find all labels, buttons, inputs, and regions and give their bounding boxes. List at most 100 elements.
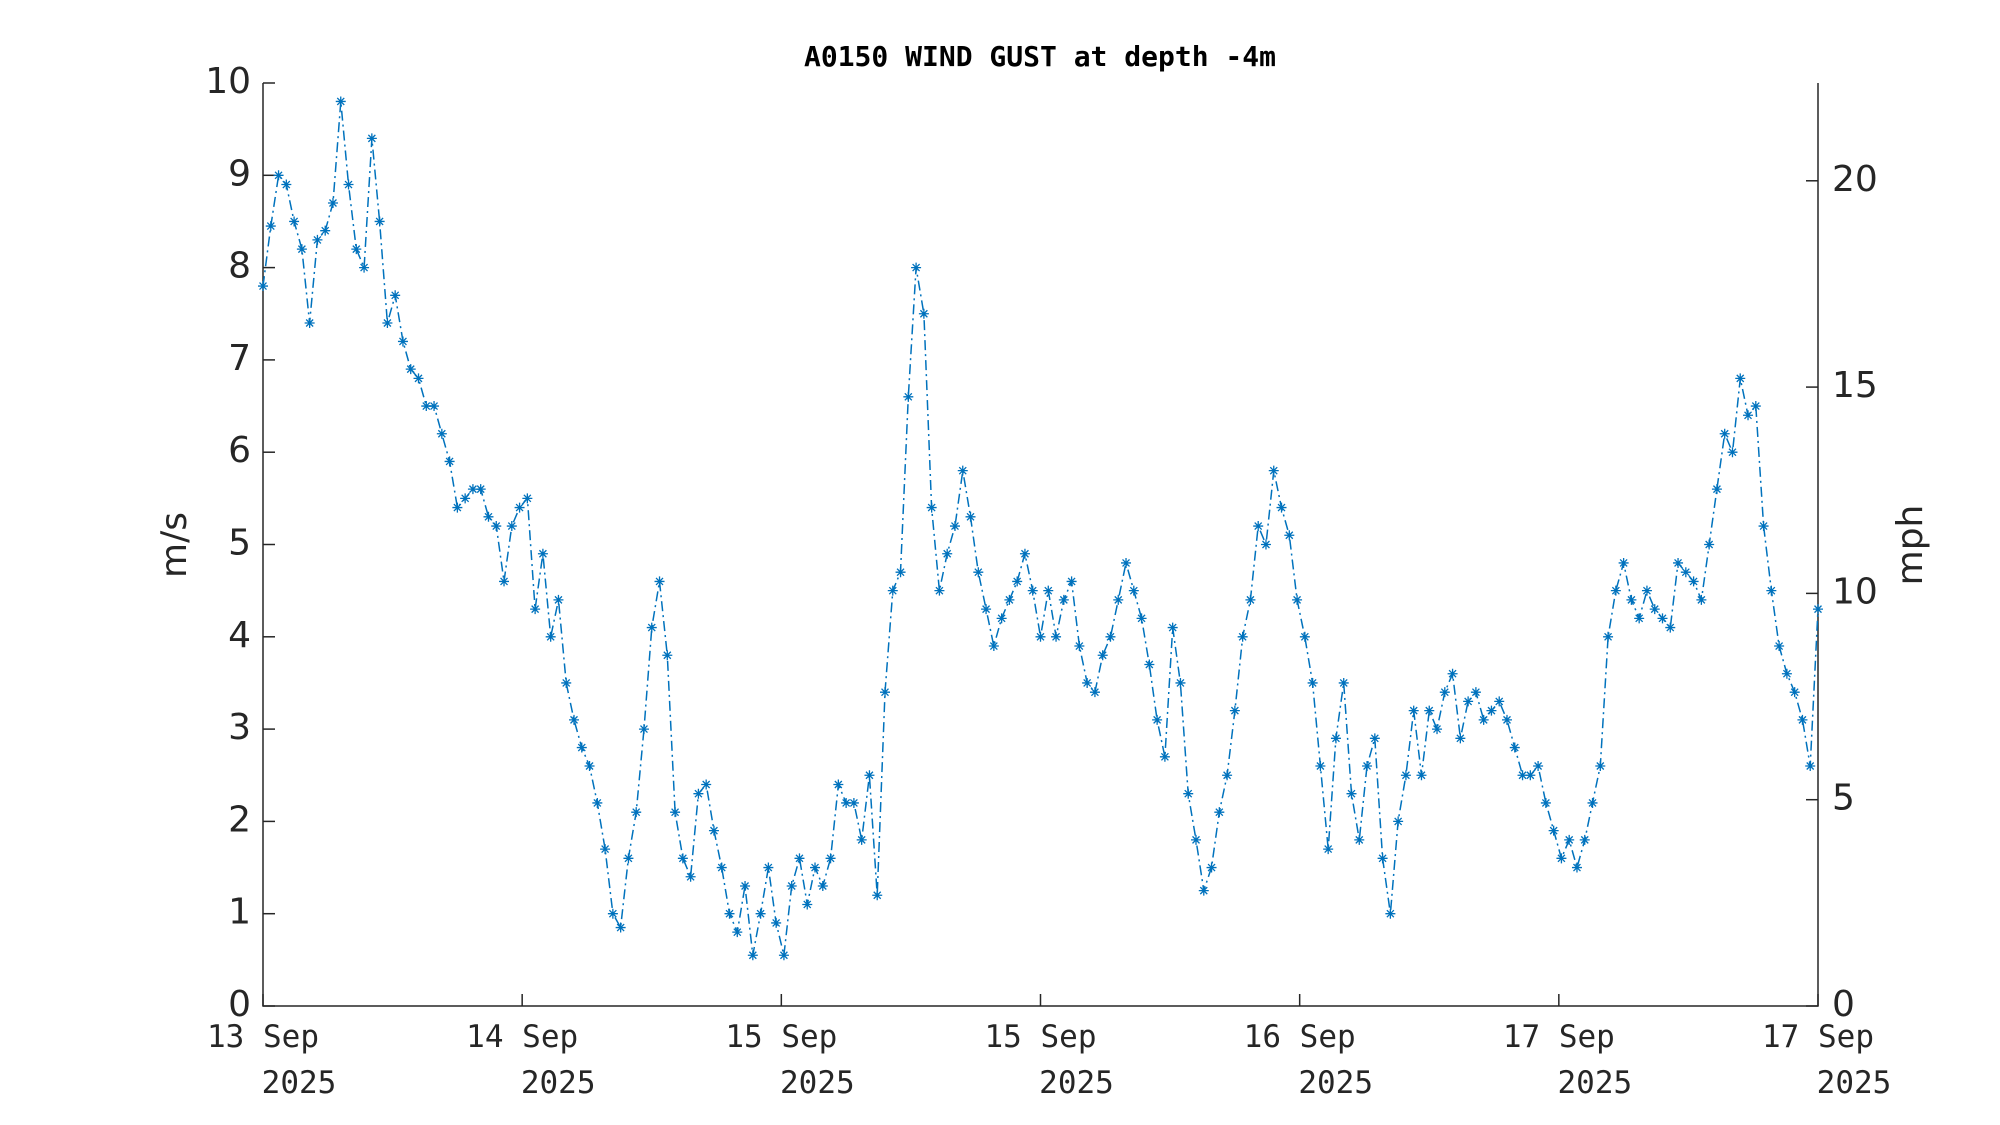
data-point — [537, 548, 548, 559]
y-tick-label: 7 — [228, 338, 251, 379]
data-point — [1385, 908, 1396, 919]
data-point — [1292, 594, 1303, 605]
data-point — [1486, 705, 1497, 716]
data-point — [265, 221, 276, 232]
data-point — [483, 511, 494, 522]
data-point — [1618, 557, 1629, 568]
data-point — [646, 622, 657, 633]
data-point — [1774, 641, 1785, 652]
data-point — [1027, 585, 1038, 596]
data-point — [475, 484, 486, 495]
y2-tick-label: 15 — [1832, 365, 1878, 406]
data-point — [1307, 677, 1318, 688]
data-point — [1587, 797, 1598, 808]
y-tick-label: 1 — [228, 892, 251, 933]
data-point — [1012, 576, 1023, 587]
y2-tick-label: 5 — [1832, 778, 1855, 819]
data-point — [1758, 521, 1769, 532]
data-point — [1214, 807, 1225, 818]
data-point — [1229, 705, 1240, 716]
data-point — [903, 391, 914, 402]
axes-box — [262, 83, 1819, 1007]
data-point — [397, 336, 408, 347]
data-point — [1222, 770, 1233, 781]
data-point — [576, 742, 587, 753]
data-point — [506, 521, 517, 532]
data-point — [366, 133, 377, 144]
data-point — [1789, 687, 1800, 698]
data-point — [1400, 770, 1411, 781]
data-point — [716, 862, 727, 873]
data-point — [1089, 687, 1100, 698]
data-point — [708, 825, 719, 836]
data-point — [949, 521, 960, 532]
data-point — [1393, 816, 1404, 827]
data-point — [1144, 659, 1155, 670]
data-point — [289, 216, 300, 227]
data-point — [1797, 714, 1808, 725]
data-point — [1043, 585, 1054, 596]
data-point — [452, 502, 463, 513]
data-point — [1688, 576, 1699, 587]
data-point — [429, 401, 440, 412]
y2-tick-label: 0 — [1832, 984, 1855, 1025]
data-point — [304, 317, 315, 328]
y-tick-label: 4 — [228, 615, 251, 656]
data-point — [390, 290, 401, 301]
data-point — [848, 797, 859, 808]
data-point — [693, 788, 704, 799]
data-point — [778, 950, 789, 961]
data-point — [833, 779, 844, 790]
data-point — [320, 225, 331, 236]
data-point — [856, 834, 867, 845]
data-point — [1665, 622, 1676, 633]
y-tick-label: 6 — [228, 430, 251, 471]
data-point — [810, 862, 821, 873]
data-point — [1463, 696, 1474, 707]
data-point — [1649, 604, 1660, 615]
data-point — [895, 567, 906, 578]
data-point — [569, 714, 579, 725]
data-point — [1019, 548, 1030, 559]
data-point — [1159, 751, 1170, 762]
data-point — [1330, 733, 1341, 744]
data-point — [631, 807, 642, 818]
data-point — [467, 484, 478, 495]
data-point — [942, 548, 953, 559]
data-point — [724, 908, 735, 919]
data-point — [1362, 761, 1373, 772]
x-tick-label: 14 Sep 2025 — [466, 1019, 595, 1101]
data-point — [1128, 585, 1139, 596]
data-point — [1432, 724, 1443, 735]
data-point — [561, 677, 572, 688]
data-point — [685, 871, 696, 882]
data-point — [817, 881, 828, 892]
y-tick-label: 9 — [228, 153, 251, 194]
data-point — [1766, 585, 1777, 596]
data-point — [1323, 844, 1334, 855]
data-point — [615, 922, 626, 933]
data-point — [1299, 631, 1310, 642]
data-point — [584, 761, 595, 772]
data-point — [1245, 594, 1256, 605]
data-point — [1105, 631, 1116, 642]
data-point — [1805, 761, 1816, 772]
y-tick-label: 5 — [228, 523, 251, 564]
data-point — [841, 797, 852, 808]
data-point — [1167, 622, 1178, 633]
data-point — [1711, 484, 1722, 495]
y-tick-label: 8 — [228, 246, 251, 287]
data-point — [654, 576, 665, 587]
data-point — [1595, 761, 1606, 772]
data-point — [1338, 677, 1349, 688]
data-point — [872, 890, 883, 901]
data-point — [1719, 428, 1730, 439]
data-point — [880, 687, 890, 698]
data-point — [638, 724, 649, 735]
data-point — [1455, 733, 1466, 744]
data-point — [312, 234, 323, 245]
data-point — [1175, 677, 1186, 688]
data-point — [887, 585, 898, 596]
data-point — [926, 502, 937, 513]
data-point — [359, 262, 370, 273]
